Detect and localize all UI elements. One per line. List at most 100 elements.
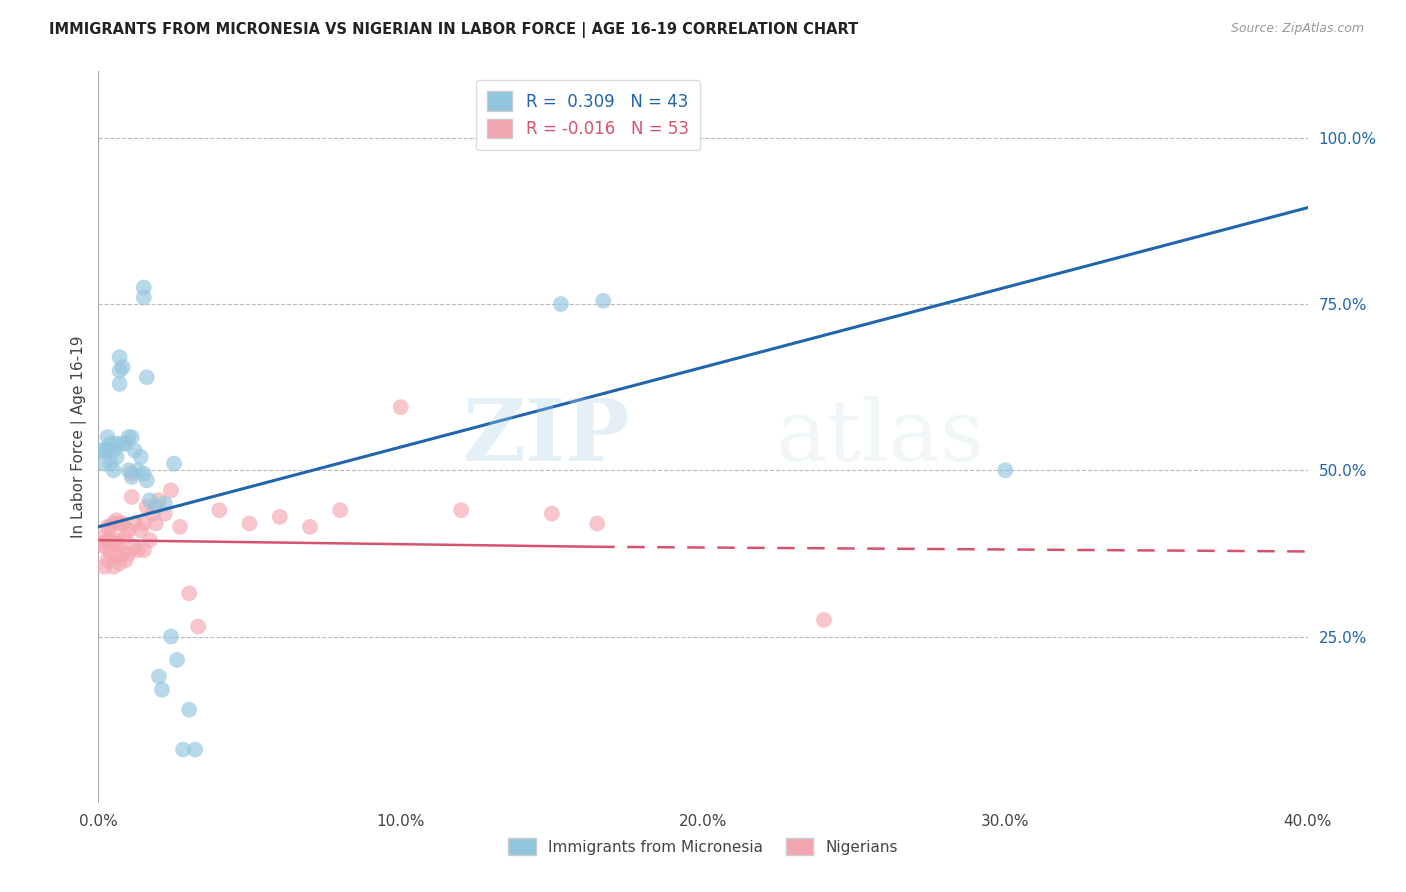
Point: [100, 457, 122, 471]
Point: [105, 436, 128, 450]
Point: [108, 351, 131, 365]
Point: [96, 443, 118, 458]
Point: [105, 513, 128, 527]
Point: [142, 507, 165, 521]
Point: [96, 533, 118, 548]
Point: [118, 463, 141, 477]
Point: [187, 619, 209, 633]
Point: [139, 493, 162, 508]
Point: [93, 457, 115, 471]
Point: [150, 682, 173, 697]
Y-axis label: In Labor Force | Age 16-19: In Labor Force | Age 16-19: [72, 335, 87, 539]
Point: [121, 470, 143, 484]
Point: [100, 520, 122, 534]
Point: [96, 553, 118, 567]
Point: [129, 523, 152, 537]
Point: [93, 530, 115, 544]
Point: [114, 553, 136, 567]
Point: [108, 557, 131, 571]
Point: [111, 360, 134, 375]
Point: [269, 509, 291, 524]
Point: [132, 280, 155, 294]
Point: [93, 443, 115, 458]
Point: [160, 483, 183, 498]
Point: [100, 436, 122, 450]
Point: [96, 430, 118, 444]
Point: [132, 467, 155, 481]
Point: [105, 549, 128, 564]
Point: [93, 540, 115, 554]
Point: [299, 520, 322, 534]
Point: [135, 370, 157, 384]
Point: [108, 376, 131, 391]
Point: [208, 503, 231, 517]
Point: [105, 450, 128, 464]
Point: [124, 443, 146, 458]
Point: [103, 463, 125, 477]
Point: [135, 473, 157, 487]
Point: [100, 533, 122, 548]
Text: Source: ZipAtlas.com: Source: ZipAtlas.com: [1230, 22, 1364, 36]
Point: [135, 500, 157, 514]
Point: [108, 516, 131, 531]
Point: [139, 533, 162, 548]
Point: [121, 430, 143, 444]
Point: [550, 297, 572, 311]
Point: [153, 507, 176, 521]
Point: [166, 653, 188, 667]
Text: IMMIGRANTS FROM MICRONESIA VS NIGERIAN IN LABOR FORCE | AGE 16-19 CORRELATION CH: IMMIGRANTS FROM MICRONESIA VS NIGERIAN I…: [49, 22, 859, 38]
Point: [103, 443, 125, 458]
Point: [118, 546, 141, 560]
Point: [132, 290, 155, 304]
Point: [145, 516, 167, 531]
Point: [90, 443, 112, 458]
Point: [132, 543, 155, 558]
Point: [105, 533, 128, 548]
Legend: Immigrants from Micronesia, Nigerians: Immigrants from Micronesia, Nigerians: [502, 832, 904, 861]
Point: [184, 742, 207, 756]
Point: [148, 493, 170, 508]
Point: [329, 503, 352, 517]
Point: [179, 703, 201, 717]
Point: [160, 630, 183, 644]
Point: [145, 500, 167, 514]
Point: [121, 467, 143, 481]
Point: [172, 742, 194, 756]
Point: [100, 546, 122, 560]
Point: [179, 586, 201, 600]
Point: [108, 536, 131, 550]
Point: [111, 546, 134, 560]
Point: [114, 530, 136, 544]
Point: [586, 516, 609, 531]
Point: [111, 516, 134, 531]
Point: [153, 497, 176, 511]
Point: [592, 293, 614, 308]
Point: [111, 436, 134, 450]
Point: [127, 463, 149, 477]
Point: [163, 457, 186, 471]
Point: [389, 400, 412, 414]
Point: [129, 450, 152, 464]
Point: [90, 536, 112, 550]
Point: [103, 559, 125, 574]
Point: [127, 543, 149, 558]
Point: [450, 503, 472, 517]
Point: [994, 463, 1017, 477]
Point: [239, 516, 262, 531]
Point: [103, 536, 125, 550]
Point: [148, 669, 170, 683]
Point: [103, 516, 125, 531]
Text: ZIP: ZIP: [463, 395, 630, 479]
Point: [93, 559, 115, 574]
Point: [121, 490, 143, 504]
Point: [124, 516, 146, 531]
Text: atlas: atlas: [776, 395, 984, 479]
Point: [813, 613, 835, 627]
Point: [169, 520, 191, 534]
Point: [124, 540, 146, 554]
Point: [114, 436, 136, 450]
Point: [118, 523, 141, 537]
Point: [108, 363, 131, 377]
Point: [96, 520, 118, 534]
Point: [132, 516, 155, 531]
